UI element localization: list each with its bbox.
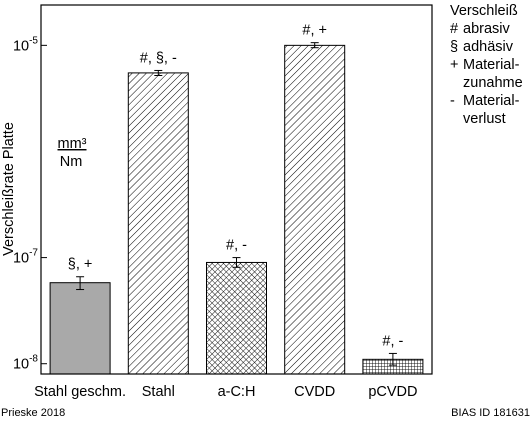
legend-item-materialzunahme: + Material- [450, 56, 523, 74]
unit-numerator: mm³ [58, 136, 87, 152]
x-tick-label-4: pCVDD [368, 384, 417, 400]
legend-symbol: # [450, 21, 459, 37]
x-tick-label-3: CVDD [294, 384, 335, 400]
bar-1 [127, 72, 189, 375]
bar-annotation-1: #, §, - [140, 50, 177, 66]
plot-frame [40, 4, 433, 375]
legend: Verschleiß # abrasiv § adhäsiv + Materia… [450, 2, 523, 128]
x-tick-label-0: Stahl geschm. [34, 384, 126, 400]
legend-text-continued: verlust [463, 111, 506, 127]
bar-annotation-0: §, + [68, 257, 93, 273]
x-tick-label-1: Stahl [142, 384, 175, 400]
bar-3 [284, 44, 346, 375]
bar-annotation-3: #, + [302, 23, 327, 39]
x-tick-label-2: a-C:H [218, 384, 256, 400]
error-bar-4 [388, 352, 397, 366]
legend-text-continued: zunahme [463, 75, 523, 91]
legend-item-adhaesiv: § adhäsiv [450, 38, 523, 56]
bar-0 [49, 282, 111, 375]
x-axis-labels: Stahl geschm. Stahl a-C:H CVDD pCVDD [34, 384, 417, 400]
y-axis-ticks: 10-810-710-5 [13, 35, 47, 373]
legend-text: Material- [463, 93, 520, 109]
legend-text: Material- [463, 57, 520, 73]
y-tick-label-0: 10-8 [13, 354, 38, 373]
y-tick-label-2: 10-5 [13, 35, 38, 54]
bar-2 [206, 261, 267, 375]
legend-symbol: + [450, 57, 459, 73]
footer-id: BIAS ID 181631 [451, 407, 530, 419]
legend-text: adhäsiv [463, 39, 513, 55]
bar-annotations-layer: §, + #, §, - #, - #, + #, - [68, 23, 404, 350]
legend-item-materialverlust: - Material- [450, 92, 523, 110]
error-bar-3 [310, 42, 319, 49]
legend-symbol: - [450, 93, 455, 109]
legend-item-abrasiv: # abrasiv [450, 20, 523, 38]
bar-annotation-4: #, - [382, 333, 403, 349]
unit-denominator: Nm [60, 154, 83, 170]
error-bar-0 [76, 276, 85, 291]
error-bar-2 [232, 257, 241, 268]
error-bars-layer [76, 42, 397, 366]
footer-author: Prieske 2018 [1, 407, 66, 419]
legend-symbol: § [450, 39, 459, 55]
legend-text: abrasiv [463, 21, 510, 37]
legend-title: Verschleiß [450, 3, 518, 19]
bars-layer [49, 44, 424, 375]
bar-annotation-2: #, - [226, 238, 247, 254]
y-axis-label: Verschleißrate Platte [1, 122, 17, 256]
error-bar-1 [154, 69, 163, 76]
